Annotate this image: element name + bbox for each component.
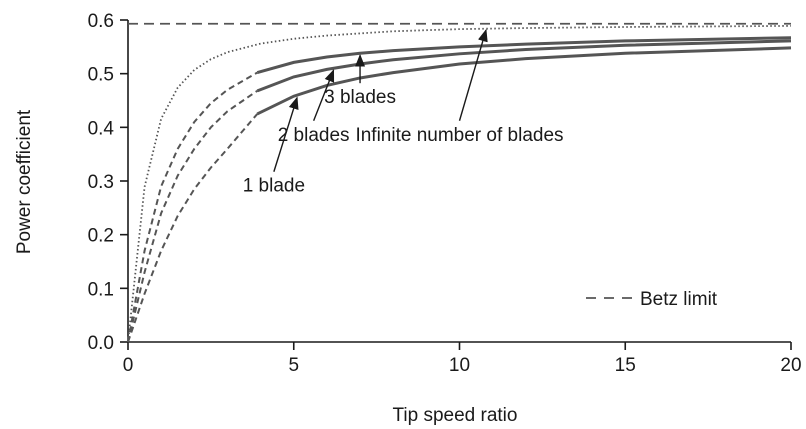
- x-tick-label: 0: [123, 355, 134, 376]
- series-1-blade-dashed: [127, 113, 259, 343]
- annotation-arrow-2-blades: [312, 69, 335, 122]
- x-axis-title: Tip speed ratio: [393, 405, 518, 426]
- x-tick-label: 10: [449, 355, 470, 376]
- y-tick-label: 0.2: [88, 226, 114, 247]
- y-tick-label: 0.4: [88, 118, 115, 139]
- legend-label-betz-limit: Betz limit: [640, 289, 718, 310]
- legend: Betz limit: [586, 289, 718, 310]
- y-tick-label: 0.5: [88, 65, 114, 86]
- annotation-2-blades: 2 blades: [278, 125, 350, 146]
- series-1-blade-solid: [256, 46, 792, 116]
- series-infinite-number-of-blades: [127, 25, 792, 343]
- x-tick-label: 5: [288, 355, 299, 376]
- annotation-arrow-1-blade: [273, 96, 299, 172]
- annotation-infinite-number-of-blades: Infinite number of blades: [355, 125, 563, 146]
- annotation-1-blade: 1 blade: [243, 176, 305, 197]
- y-tick-label: 0.1: [88, 279, 114, 300]
- series-3-blades-dashed: [127, 71, 258, 343]
- series-3-blades-solid: [256, 36, 792, 75]
- series-2-blades-dashed: [127, 90, 258, 343]
- y-axis-title: Power coefficient: [14, 109, 35, 254]
- y-tick-label: 0.6: [88, 11, 114, 32]
- x-tick-label: 15: [615, 355, 636, 376]
- y-tick-label: 0.3: [88, 172, 114, 193]
- series-layer: [127, 22, 792, 343]
- axes: 0.0 0.1 0.2 0.3 0.4 0.5 0.6 0 5 10 15 20: [88, 11, 802, 376]
- y-tick-label: 0.0: [88, 333, 114, 354]
- x-tick-label: 20: [780, 355, 801, 376]
- annotation-arrow-infinite-number-of-blades: [458, 28, 488, 121]
- series-2-blades-solid: [256, 39, 792, 93]
- annotation-3-blades: 3 blades: [324, 87, 396, 108]
- annotation-layer: 3 blades 2 blades 1 blade Infinite number o…: [243, 28, 564, 197]
